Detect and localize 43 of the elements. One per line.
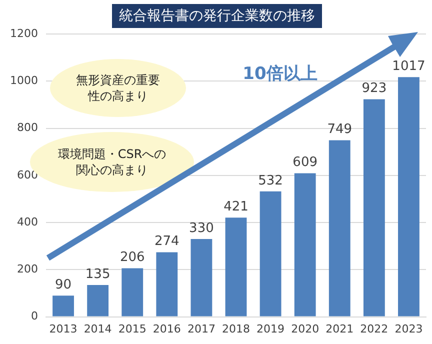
y-tick-label: 800 (16, 121, 38, 134)
data-label: 421 (224, 199, 248, 214)
x-tick-label: 2015 (118, 322, 146, 336)
data-label: 206 (120, 250, 145, 266)
bar (190, 239, 212, 316)
annotation: 無形資産の重要性の高まり (75, 72, 161, 104)
x-tick-label: 2013 (49, 322, 78, 336)
x-tick-label: 2016 (152, 322, 181, 336)
data-label: 135 (85, 266, 110, 282)
x-tick-label: 2014 (84, 322, 112, 336)
bar (260, 191, 282, 316)
x-tick-label: 2017 (187, 322, 216, 336)
annotation: 環境問題・CSRへの関心の高まり (56, 146, 168, 178)
x-tick-label: 2020 (291, 322, 320, 336)
data-label: 274 (154, 234, 180, 250)
y-tick-label: 1000 (10, 74, 38, 87)
data-label: 330 (189, 220, 214, 236)
bar (87, 284, 109, 316)
bar (398, 77, 420, 316)
y-tick-label: 400 (16, 215, 38, 228)
bar (294, 173, 316, 316)
data-label: 609 (292, 155, 318, 170)
data-label: 1017 (392, 59, 426, 74)
data-label: 532 (258, 173, 283, 188)
bar (328, 140, 350, 316)
x-tick-label: 2019 (256, 322, 285, 336)
chart-title: 統合報告書の発行企業数の推移 (112, 4, 322, 28)
data-label: 749 (327, 122, 352, 138)
data-label: 90 (54, 277, 72, 292)
data-label: 923 (362, 81, 387, 96)
y-tick-label: 0 (30, 310, 38, 323)
bar (363, 99, 385, 316)
x-tick-label: 2022 (360, 322, 388, 336)
x-tick-label: 2018 (222, 322, 250, 336)
x-tick-label: 2021 (326, 322, 354, 336)
annotation: 10倍以上 (242, 63, 318, 85)
bar (52, 296, 74, 316)
bar (156, 252, 178, 316)
x-tick-label: 2023 (394, 322, 423, 336)
bar (225, 218, 247, 316)
y-tick-label: 1200 (10, 26, 38, 40)
y-tick-label: 200 (16, 262, 38, 276)
bar (122, 268, 144, 316)
